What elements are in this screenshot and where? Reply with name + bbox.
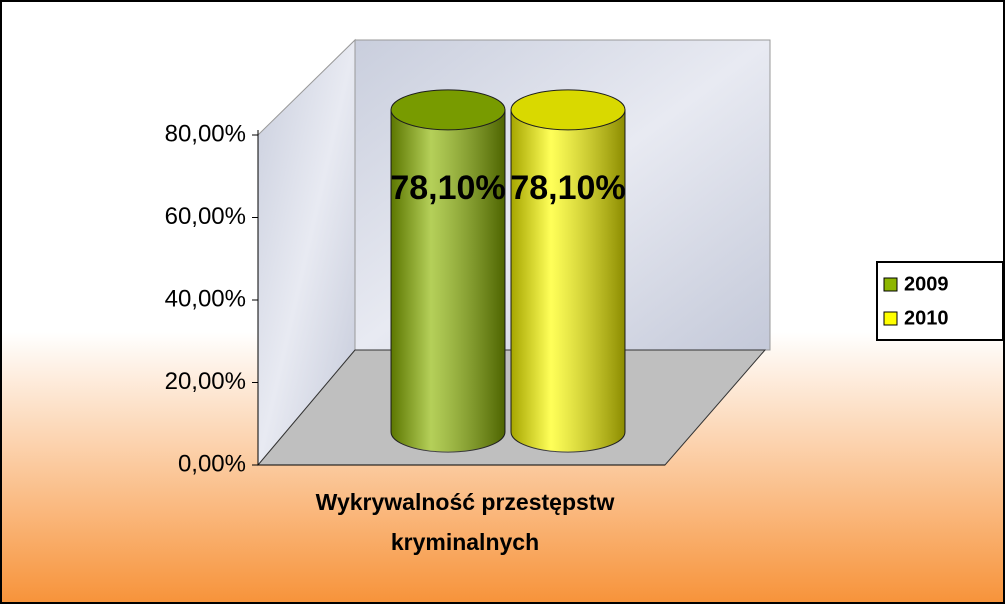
y-tick-label: 20,00%: [165, 368, 246, 395]
y-tick-label: 40,00%: [165, 285, 246, 312]
bar-part: [511, 109, 625, 453]
data-label: 78,10%: [510, 169, 625, 207]
y-tick-label: 0,00%: [178, 450, 246, 477]
bar: [390, 89, 506, 453]
data-label: 78,10%: [390, 169, 505, 207]
bar-part: [510, 89, 626, 131]
legend-swatch: [883, 277, 898, 292]
bar-part: [391, 109, 505, 453]
bar-part: [390, 89, 506, 131]
legend: [876, 261, 1004, 341]
y-tick-label: 60,00%: [165, 203, 246, 230]
legend-swatch: [883, 311, 898, 326]
y-tick-label: 80,00%: [165, 120, 246, 147]
x-category-label: Wykrywalność przestępstw kryminalnych: [315, 489, 615, 555]
legend-label: 2010: [904, 307, 949, 329]
legend-label: 2009: [904, 273, 949, 295]
bar: [510, 89, 626, 453]
